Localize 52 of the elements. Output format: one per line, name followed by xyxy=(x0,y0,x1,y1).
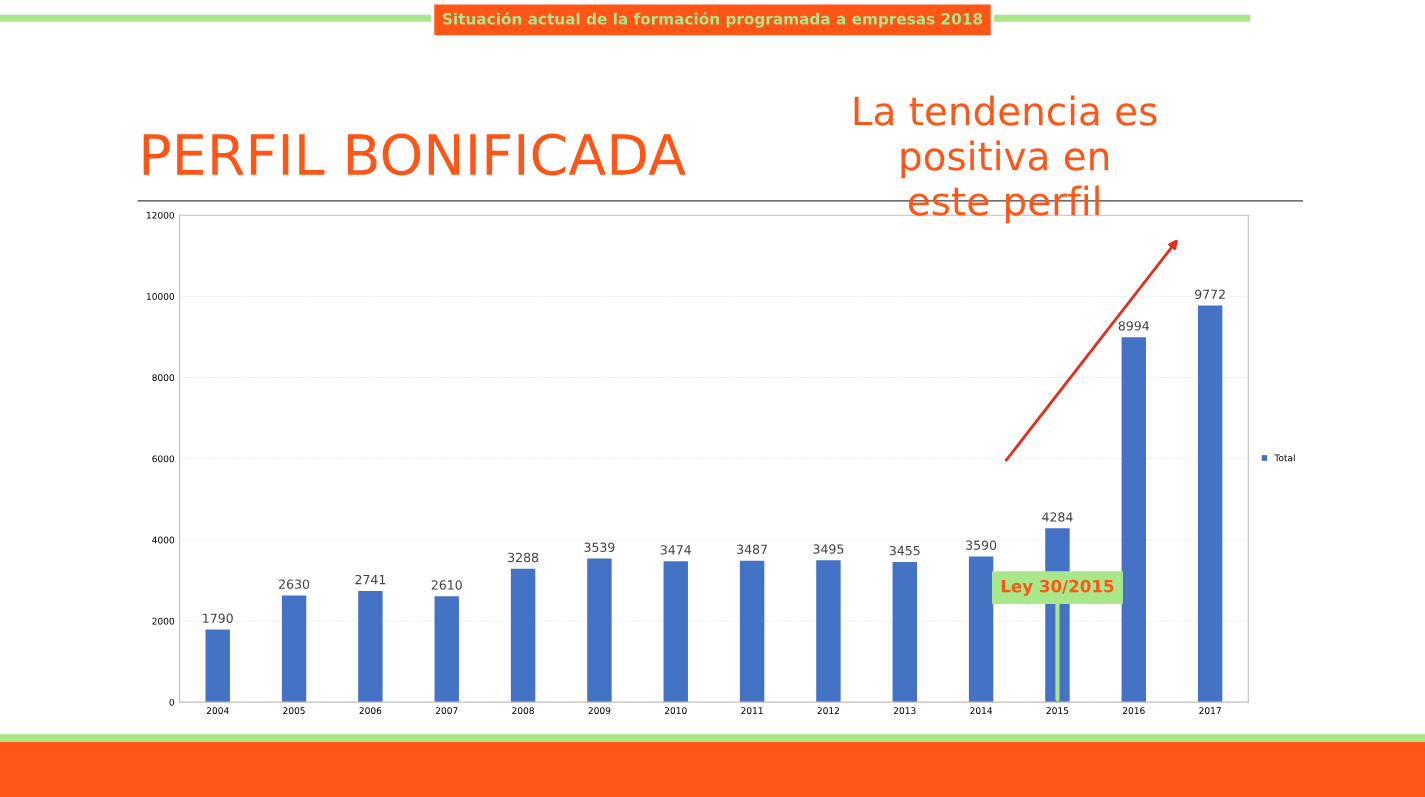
x-tick-label: 2017 xyxy=(1199,707,1221,715)
bar xyxy=(663,561,688,703)
x-tick-label: 2004 xyxy=(206,707,229,715)
bar xyxy=(587,558,612,703)
x-tick-label: 2015 xyxy=(1046,707,1069,715)
data-label: 8994 xyxy=(1118,321,1149,331)
data-label: 1790 xyxy=(203,613,233,623)
data-label: 3495 xyxy=(813,544,844,554)
y-tick-label: 8000 xyxy=(152,374,175,382)
y-tick-label: 4000 xyxy=(152,536,175,544)
data-label: 4284 xyxy=(1042,512,1073,522)
x-tick-label: 2008 xyxy=(512,707,534,715)
bar xyxy=(434,596,459,703)
bar xyxy=(1121,337,1147,703)
data-label: 2610 xyxy=(431,580,462,590)
x-tick-label: 2010 xyxy=(664,707,687,715)
annotation: Ley 30/2015 xyxy=(1001,579,1114,596)
bar xyxy=(968,556,994,703)
data-label: 9772 xyxy=(1195,289,1225,300)
x-tick-label: 2016 xyxy=(1122,707,1145,715)
y-tick-label: 0 xyxy=(169,698,175,706)
chart-subtitle: Situación actual de la formación programada a empresas 2018 xyxy=(443,12,983,28)
x-tick-label: 2014 xyxy=(970,707,993,715)
data-label: 3474 xyxy=(660,545,691,555)
bar xyxy=(739,560,765,703)
x-tick-label: 2006 xyxy=(359,707,382,715)
y-tick-label: 10000 xyxy=(146,293,175,300)
data-label: 2630 xyxy=(279,579,310,589)
bar xyxy=(205,629,230,703)
x-tick-label: 2012 xyxy=(817,707,840,715)
bar xyxy=(358,590,383,703)
x-tick-label: 2013 xyxy=(893,707,916,715)
x-tick-label: 2007 xyxy=(435,707,458,715)
x-tick-label: 2005 xyxy=(283,707,305,715)
legend-label: Total xyxy=(1274,454,1295,462)
chart-title: PERFIL BONIFICADA xyxy=(143,133,686,176)
x-tick-label: 2011 xyxy=(741,707,763,715)
data-label: 3590 xyxy=(966,540,997,550)
bar xyxy=(892,561,917,703)
data-label: 3487 xyxy=(737,544,767,555)
data-label: 3288 xyxy=(508,552,539,563)
data-label: 3455 xyxy=(889,545,920,556)
y-tick-label: 2000 xyxy=(152,617,175,625)
bar xyxy=(510,568,536,703)
bar xyxy=(816,560,841,703)
y-tick-label: 12000 xyxy=(146,211,175,219)
data-label: 3539 xyxy=(584,542,615,552)
bar xyxy=(1197,305,1223,703)
data-label: 2741 xyxy=(355,574,386,585)
y-tick-label: 6000 xyxy=(152,455,175,463)
x-tick-label: 2009 xyxy=(588,707,611,715)
bar xyxy=(281,595,307,703)
